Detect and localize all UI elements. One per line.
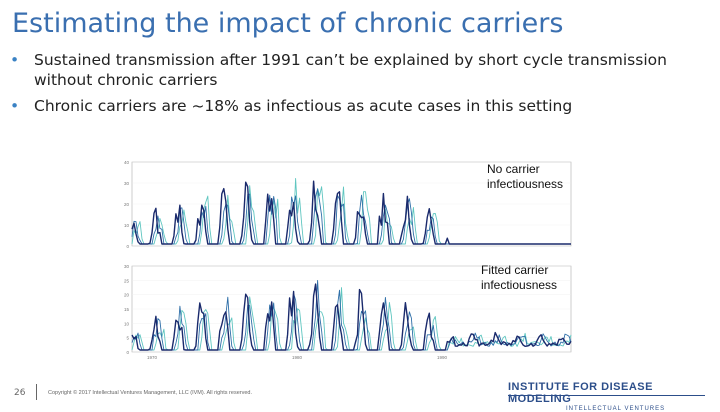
y-tick-label: 30	[124, 264, 130, 269]
bullet-dot-icon: •	[10, 51, 20, 69]
y-tick-label: 10	[124, 223, 130, 228]
bullet-dot-icon: •	[10, 97, 20, 115]
y-tick-label: 15	[124, 307, 130, 312]
y-tick-label: 20	[124, 202, 130, 207]
footer-divider	[36, 384, 37, 400]
bullet-text: Sustained transmission after 1991 can’t …	[34, 51, 667, 89]
chart1-label-line2: infectiousness	[487, 177, 564, 191]
y-tick-label: 0	[126, 244, 129, 249]
series-line	[131, 283, 572, 351]
logo-sub-text: INTELLECTUAL VENTURES	[566, 406, 666, 412]
chart2-label: Fitted carrier infectiousness	[481, 263, 557, 293]
copyright-text: Copyright © 2017 Intellectual Ventures M…	[48, 390, 252, 396]
y-tick-label: 0	[126, 350, 129, 355]
idm-logo: INSTITUTE FOR DISEASE MODELING INTELLECT…	[508, 381, 708, 412]
y-tick-label: 25	[124, 278, 130, 283]
y-tick-label: 5	[126, 336, 129, 341]
no-carrier-chart: 40 30 20 10 0	[124, 160, 572, 249]
x-tick-label: 1980	[292, 355, 303, 360]
chart1-label: No carrier infectiousness	[487, 162, 563, 192]
logo-main-text: INSTITUTE FOR DISEASE MODELING	[508, 381, 653, 405]
y-tick-label: 20	[124, 293, 130, 298]
bullet-item: • Sustained transmission after 1991 can’…	[10, 50, 710, 90]
chart1-label-line1: No carrier	[487, 162, 540, 176]
y-tick-label: 10	[124, 321, 130, 326]
bullet-text: Chronic carriers are ~18% as infectious …	[34, 97, 573, 115]
bullet-list: • Sustained transmission after 1991 can’…	[10, 50, 710, 122]
fitted-carrier-chart: 30 25 20 15 10 5 0 1970 1980 1990	[124, 264, 572, 360]
x-tick-label: 1990	[437, 355, 448, 360]
x-tick-label: 1970	[147, 355, 158, 360]
page-number: 26	[14, 388, 26, 398]
chart2-label-line1: Fitted carrier	[481, 263, 549, 277]
y-tick-label: 40	[124, 160, 130, 165]
bullet-item: • Chronic carriers are ~18% as infectiou…	[10, 96, 710, 116]
series-line	[131, 180, 571, 245]
y-tick-label: 30	[124, 181, 130, 186]
slide-title: Estimating the impact of chronic carrier…	[12, 8, 564, 39]
logo-rule	[508, 395, 705, 396]
chart2-label-line2: infectiousness	[481, 278, 558, 292]
